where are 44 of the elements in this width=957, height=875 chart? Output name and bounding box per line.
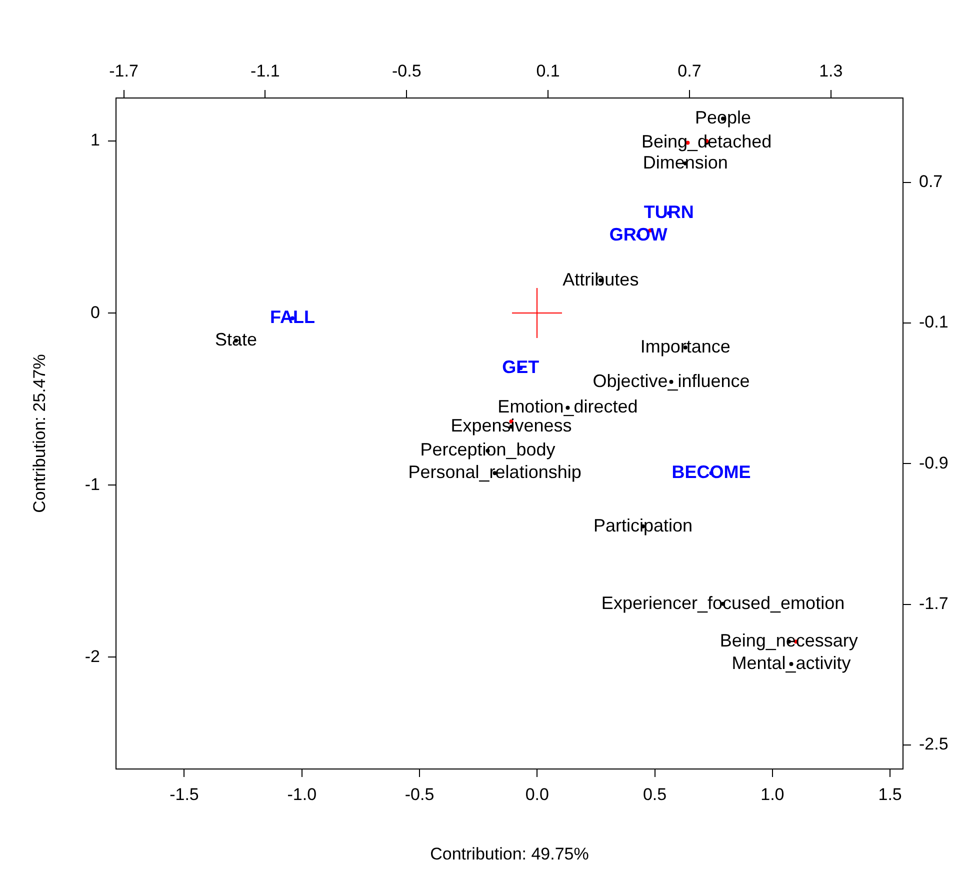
x-tick-label: -0.5 xyxy=(404,784,434,804)
data-label: Emotion_directed xyxy=(498,396,638,417)
x-tick-label: -1.0 xyxy=(287,784,317,804)
y2-tick-label: -2.5 xyxy=(919,734,948,754)
y2-tick-label: -0.1 xyxy=(919,312,948,332)
data-label: People xyxy=(694,108,752,128)
x-tick-label: 0.5 xyxy=(642,784,667,804)
y-tick-label: -2 xyxy=(84,646,100,666)
x2-tick-label: -0.5 xyxy=(392,61,422,80)
x-tick-label: 0.0 xyxy=(525,784,549,804)
data-label: Being_necessary xyxy=(720,630,858,651)
data-label: GET xyxy=(502,357,540,378)
data-label: Expensiveness xyxy=(450,416,572,436)
data-label: Being_detached xyxy=(641,132,772,152)
data-label: Participation xyxy=(593,515,693,536)
x-axis-title: Contribution: 49.75% xyxy=(430,844,589,864)
x2-tick-label: -1.7 xyxy=(109,61,138,80)
x2-tick-label: 0.7 xyxy=(678,61,702,80)
x2-tick-label: 0.1 xyxy=(536,61,560,80)
data-label: Importance xyxy=(640,336,730,356)
y-tick-label: 0 xyxy=(90,302,100,322)
y-tick-label: -1 xyxy=(84,474,100,494)
data-label: Mental_activity xyxy=(732,653,851,674)
x2-tick-label: -1.1 xyxy=(250,61,280,80)
data-label: Objective_influence xyxy=(592,370,750,391)
data-label: Experiencer_focused_emotion xyxy=(601,592,845,613)
x-tick-label: -1.5 xyxy=(170,784,199,804)
data-label: GROW xyxy=(609,224,668,245)
x-tick-label: 1.0 xyxy=(760,784,784,804)
y2-tick-label: -1.7 xyxy=(919,594,948,613)
data-label: Perception_body xyxy=(420,440,556,460)
y2-tick-label: -0.9 xyxy=(919,453,948,472)
x-tick-label: 1.5 xyxy=(878,784,902,804)
x2-tick-label: 1.3 xyxy=(819,61,843,80)
y-axis-title: Contribution: 25.47% xyxy=(30,354,49,513)
data-label: State xyxy=(214,330,258,350)
data-label: Dimension xyxy=(642,152,728,172)
data-label: BECOME xyxy=(672,462,751,482)
data-label: FALL xyxy=(270,307,315,328)
y2-tick-label: 0.7 xyxy=(919,172,943,192)
data-label: TURN xyxy=(644,202,694,222)
y-tick-label: 1 xyxy=(90,130,100,150)
data-label: Attributes xyxy=(562,269,639,290)
data-label: Personal_relationship xyxy=(408,462,582,482)
